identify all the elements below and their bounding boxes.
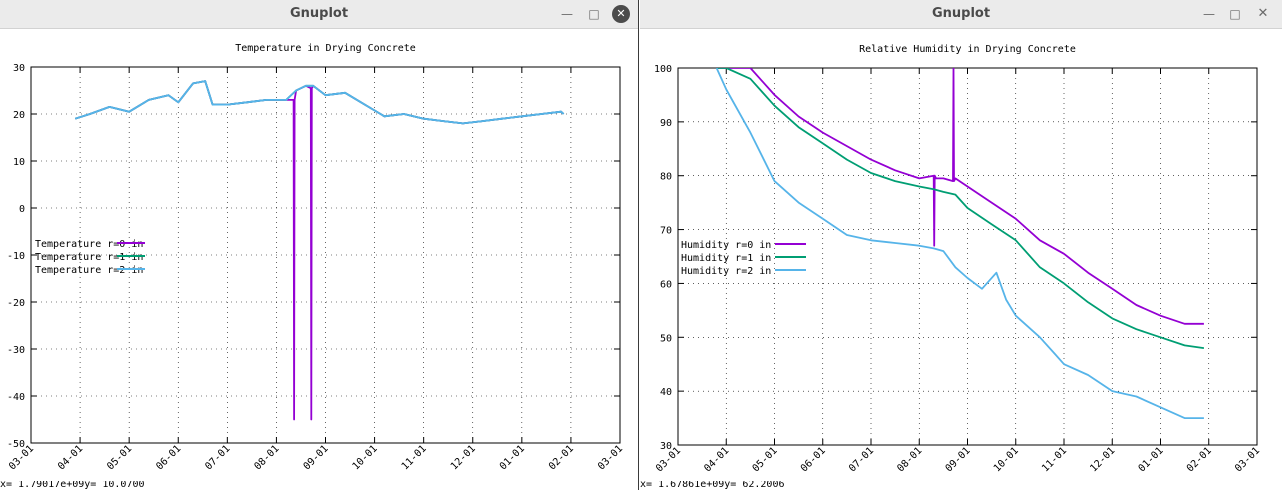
x-tick-label: 08-01 [252, 443, 281, 472]
legend-label: Temperature r=1 in [35, 252, 143, 263]
gnuplot-window-humidity: Gnuplot — □ ✕ Relative Humidity in Dryin… [640, 0, 1282, 490]
x-tick-label: 03-01 [596, 443, 625, 472]
y-tick-label: 40 [660, 387, 672, 398]
x-tick-label: 01-01 [498, 443, 527, 472]
x-tick-label: 09-01 [302, 443, 331, 472]
y-tick-label: 50 [660, 333, 672, 344]
legend-label: Humidity r=2 in [681, 266, 771, 277]
x-tick-label: 12-01 [1088, 445, 1117, 474]
series-line-r1 [74, 80, 565, 125]
gnuplot-window-temperature: Gnuplot — □ ✕ Temperature in Drying Conc… [0, 0, 639, 490]
y-tick-label: 30 [660, 441, 672, 452]
maximize-icon[interactable]: □ [1229, 7, 1241, 21]
close-icon[interactable]: ✕ [612, 5, 630, 23]
y-tick-label: -10 [7, 251, 25, 262]
x-tick-label: 01-01 [1137, 445, 1166, 474]
window-title: Gnuplot [289, 6, 349, 21]
coordinate-readout: x= 1.67861e+09y= 62.2006 [640, 481, 785, 490]
y-tick-label: -20 [7, 298, 25, 309]
window-titlebar[interactable]: Gnuplot — □ ✕ [640, 0, 1282, 29]
series-line-r2 [715, 68, 1204, 419]
minimize-icon[interactable]: — [1203, 7, 1215, 21]
x-tick-label: 10-01 [351, 443, 380, 472]
x-tick-label: 04-01 [56, 443, 85, 472]
x-tick-label: 02-01 [547, 443, 576, 472]
y-tick-label: 10 [13, 157, 25, 168]
y-tick-label: 80 [660, 172, 672, 183]
close-icon[interactable]: ✕ [1257, 6, 1269, 21]
window-title: Gnuplot [931, 6, 991, 21]
series-line-r1 [716, 68, 1205, 349]
x-tick-label: 09-01 [944, 445, 973, 474]
temperature-chart[interactable]: Temperature in Drying Concrete 30 20 10 0 -10… [0, 29, 638, 481]
legend-label: Temperature r=0 in [35, 239, 143, 250]
x-tick-label: 07-01 [203, 443, 232, 472]
x-tick-label: 11-01 [1040, 445, 1069, 474]
legend-label: Temperature r=2 in [35, 265, 143, 276]
series-line-r0 [74, 80, 565, 421]
x-tick-label: 11-01 [400, 443, 429, 472]
minimize-icon[interactable]: — [561, 7, 573, 21]
x-tick-label: 10-01 [992, 445, 1021, 474]
coordinate-readout: x= 1.79017e+09y= 10.0700 [0, 481, 145, 490]
x-tick-label: 05-01 [105, 443, 134, 472]
y-tick-label: 30 [13, 63, 25, 74]
y-tick-label: -40 [7, 392, 25, 403]
y-tick-label: 0 [19, 204, 25, 215]
x-tick-label: 07-01 [847, 445, 876, 474]
x-tick-label: 06-01 [799, 445, 828, 474]
x-tick-label: 12-01 [449, 443, 478, 472]
humidity-chart[interactable]: Relative Humidity in Drying Concrete 100 9… [640, 29, 1282, 481]
x-tick-label: 06-01 [154, 443, 183, 472]
y-tick-label: 20 [13, 110, 25, 121]
legend-label: Humidity r=1 in [681, 253, 771, 264]
chart-title: Temperature in Drying Concrete [235, 43, 416, 54]
y-tick-label: 70 [660, 226, 672, 237]
y-tick-label: -50 [7, 439, 25, 450]
series-line-r0 [716, 68, 1204, 325]
legend-label: Humidity r=0 in [681, 240, 771, 251]
y-tick-label: 100 [654, 64, 672, 75]
y-tick-label: -30 [7, 345, 25, 356]
y-tick-label: 90 [660, 118, 672, 129]
x-tick-label: 03-01 [1233, 445, 1262, 474]
window-titlebar[interactable]: Gnuplot — □ ✕ [0, 0, 638, 29]
series-line-r2 [74, 80, 565, 125]
chart-title: Relative Humidity in Drying Concrete [859, 44, 1076, 55]
status-bar: x= 1.67861e+09y= 62.2006 [640, 481, 1282, 490]
x-tick-label: 04-01 [702, 445, 731, 474]
status-bar: x= 1.79017e+09y= 10.0700 [0, 481, 638, 490]
x-tick-label: 08-01 [895, 445, 924, 474]
maximize-icon[interactable]: □ [588, 7, 600, 21]
x-tick-label: 05-01 [751, 445, 780, 474]
y-tick-label: 60 [660, 279, 672, 290]
x-tick-label: 02-01 [1185, 445, 1214, 474]
